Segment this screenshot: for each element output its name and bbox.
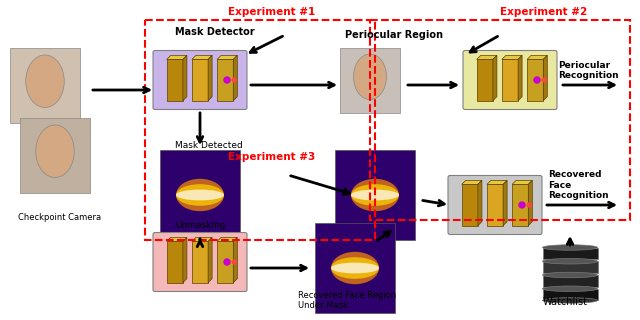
Text: Mask Detector: Mask Detector [175, 27, 255, 37]
Polygon shape [192, 60, 208, 100]
Polygon shape [527, 55, 547, 60]
Polygon shape [477, 55, 497, 60]
Bar [340, 47, 400, 113]
Bar [160, 150, 240, 240]
Polygon shape [166, 55, 187, 60]
Ellipse shape [543, 286, 598, 292]
Bar [543, 247, 598, 259]
Circle shape [527, 203, 531, 207]
Polygon shape [217, 237, 237, 241]
Polygon shape [478, 180, 482, 226]
Text: Recovered
Face
Recognition: Recovered Face Recognition [548, 170, 609, 200]
Polygon shape [487, 184, 503, 226]
Circle shape [232, 260, 236, 264]
Polygon shape [166, 60, 183, 100]
FancyBboxPatch shape [463, 51, 557, 109]
Polygon shape [166, 241, 183, 283]
Polygon shape [183, 237, 187, 283]
Polygon shape [502, 55, 522, 60]
Text: Experiment #3: Experiment #3 [228, 152, 316, 162]
Polygon shape [208, 55, 212, 100]
Polygon shape [512, 184, 528, 226]
Bar [10, 47, 80, 123]
Polygon shape [477, 60, 493, 100]
Ellipse shape [543, 245, 598, 250]
Bar [315, 223, 395, 313]
Ellipse shape [543, 259, 598, 264]
Polygon shape [192, 55, 212, 60]
Polygon shape [493, 55, 497, 100]
Bar [20, 117, 90, 193]
Polygon shape [487, 180, 507, 184]
FancyBboxPatch shape [153, 233, 247, 292]
Ellipse shape [351, 189, 399, 200]
Polygon shape [183, 55, 187, 100]
Ellipse shape [331, 263, 379, 273]
Text: Experiment #1: Experiment #1 [228, 7, 316, 17]
Polygon shape [192, 237, 212, 241]
Ellipse shape [26, 55, 64, 108]
Circle shape [542, 78, 546, 82]
Polygon shape [518, 55, 522, 100]
Text: Checkpoint Camera: Checkpoint Camera [18, 213, 101, 222]
Polygon shape [502, 60, 518, 100]
Polygon shape [234, 55, 237, 100]
Polygon shape [461, 184, 478, 226]
Ellipse shape [331, 252, 379, 284]
Bar [543, 289, 598, 300]
Ellipse shape [36, 125, 74, 178]
Circle shape [519, 202, 525, 208]
Bar [335, 150, 415, 240]
Circle shape [224, 77, 230, 83]
Ellipse shape [176, 189, 224, 200]
Text: Mask Detected: Mask Detected [175, 141, 243, 150]
Polygon shape [512, 180, 532, 184]
Ellipse shape [351, 179, 399, 211]
Bar [145, 20, 375, 240]
Polygon shape [543, 55, 547, 100]
Ellipse shape [176, 179, 224, 211]
Text: Recovered Face Region
Under Mask: Recovered Face Region Under Mask [298, 291, 396, 310]
Polygon shape [192, 241, 208, 283]
Text: Watchlist: Watchlist [543, 297, 588, 307]
Circle shape [232, 78, 236, 82]
Ellipse shape [331, 257, 379, 279]
Bar [543, 275, 598, 287]
Text: Periocular Region: Periocular Region [345, 30, 443, 40]
Circle shape [224, 259, 230, 265]
Polygon shape [461, 180, 482, 184]
Text: Experiment #2: Experiment #2 [500, 7, 588, 17]
Polygon shape [166, 237, 187, 241]
Bar [370, 20, 630, 220]
Ellipse shape [353, 54, 387, 100]
Polygon shape [217, 55, 237, 60]
Polygon shape [217, 241, 234, 283]
Ellipse shape [543, 298, 598, 303]
FancyBboxPatch shape [153, 51, 247, 109]
Polygon shape [528, 180, 532, 226]
FancyBboxPatch shape [448, 175, 542, 235]
Text: Periocular
Recognition: Periocular Recognition [558, 60, 619, 80]
Text: Unmasking: Unmasking [175, 221, 225, 230]
Polygon shape [234, 237, 237, 283]
Circle shape [534, 77, 540, 83]
Polygon shape [527, 60, 543, 100]
Bar [543, 261, 598, 273]
Ellipse shape [351, 184, 399, 206]
Polygon shape [208, 237, 212, 283]
Ellipse shape [543, 272, 598, 278]
Polygon shape [217, 60, 234, 100]
Polygon shape [503, 180, 507, 226]
Ellipse shape [176, 184, 224, 206]
